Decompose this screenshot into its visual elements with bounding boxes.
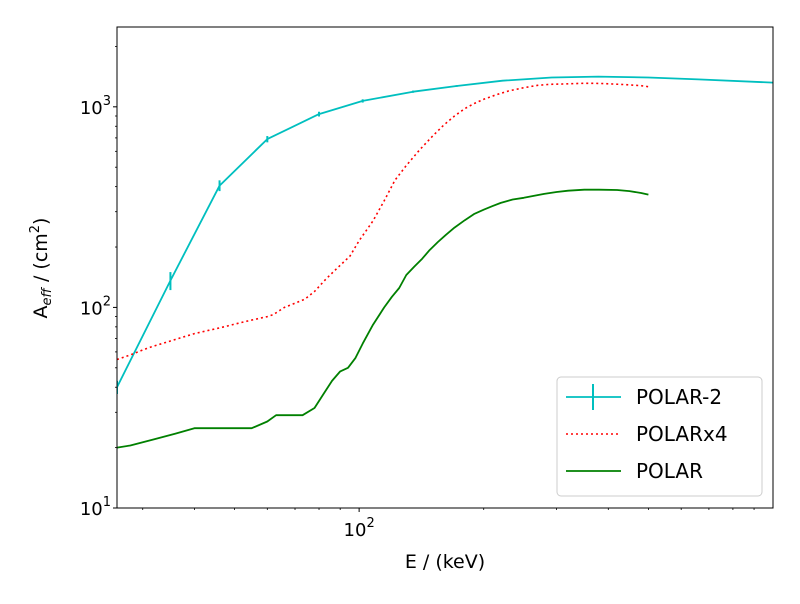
x-tick-label: 102 <box>344 516 375 541</box>
plot-frame <box>116 26 774 509</box>
y-tick-label: 103 <box>80 94 111 119</box>
y-axis-label-unit-prefix: / (cm <box>30 233 52 288</box>
series-layer <box>117 75 773 449</box>
legend: POLAR-2 POLARx4 POLAR <box>556 376 763 497</box>
y-tick-label-base: 10 <box>80 98 103 119</box>
legend-label-polar: POLAR <box>636 459 703 483</box>
y-axis-label-main: A <box>30 305 52 318</box>
y-tick-label-base: 10 <box>80 298 103 319</box>
y-axis-label-unit-suffix: ) <box>30 218 52 225</box>
y-tick-label: 101 <box>80 495 111 520</box>
y-tick-label-exponent: 1 <box>103 495 111 510</box>
x-axis-label: E / (keV) <box>405 551 485 573</box>
y-axis-label-unit-sup: 2 <box>28 225 43 233</box>
series-line-polar <box>117 188 649 449</box>
legend-label-polarx4: POLARx4 <box>636 422 728 446</box>
y-tick-label-exponent: 3 <box>103 94 111 109</box>
y-tick-label: 102 <box>80 294 111 319</box>
x-tick-label-base: 10 <box>344 520 367 541</box>
legend-label-polar-2: POLAR-2 <box>636 385 722 409</box>
y-tick-label-exponent: 2 <box>103 294 111 309</box>
y-tick-label-base: 10 <box>80 499 103 520</box>
y-axis-label-subscript: eff <box>40 286 55 305</box>
y-axis-label: Aeff / (cm2) <box>28 218 55 319</box>
x-tick-label-exponent: 2 <box>366 516 374 531</box>
series-line-polar-2 <box>117 75 773 388</box>
legend-box <box>556 376 763 497</box>
